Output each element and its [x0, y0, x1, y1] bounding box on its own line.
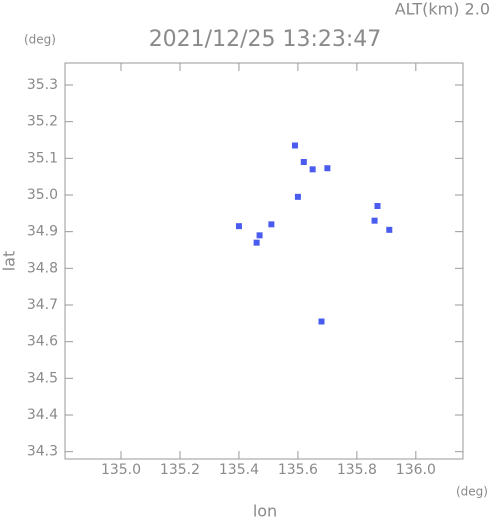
echo-cell: [318, 318, 325, 325]
echo-cell: [235, 223, 242, 230]
echo-cell: [294, 193, 301, 200]
y-tick-label: 34.3: [27, 444, 58, 460]
y-tick-label: 34.4: [27, 407, 58, 423]
x-axis-label: lon: [253, 502, 277, 521]
x-tick-label: 135.6: [278, 462, 318, 478]
echo-cell: [300, 159, 307, 165]
x-tick-label: 135.2: [160, 462, 200, 478]
y-tick-label: 34.9: [27, 224, 58, 240]
x-tick-label: 135.0: [101, 462, 141, 478]
y-tick-label: 35.3: [27, 77, 58, 93]
y-tick-label: 34.8: [27, 260, 58, 276]
x-tick-label: 135.4: [219, 462, 259, 478]
x-unit: (deg): [456, 485, 488, 499]
chart-title: 2021/12/25 13:23:47: [149, 27, 382, 52]
echo-cell: [256, 232, 263, 239]
echo-cell: [386, 226, 393, 233]
y-tick-label: 35.0: [27, 187, 58, 203]
plot-frame: [64, 62, 464, 460]
y-axis-label: lat: [0, 251, 19, 272]
y-tick-label: 34.7: [27, 297, 58, 313]
echo-cell: [253, 239, 260, 246]
x-tick-label: 135.8: [337, 462, 377, 478]
y-unit: (deg): [24, 33, 56, 47]
y-tick-label: 35.2: [27, 114, 58, 130]
echo-cell: [374, 203, 381, 209]
echo-cell: [371, 217, 378, 224]
echo-cell: [291, 142, 298, 149]
x-tick-label: 136.0: [396, 462, 436, 478]
echo-cell: [324, 165, 331, 172]
y-tick-label: 34.6: [27, 334, 58, 350]
echo-cell: [309, 166, 316, 173]
y-tick-label: 34.5: [27, 370, 58, 386]
altitude-label: ALT(km) 2.0: [395, 0, 490, 19]
y-tick-label: 35.1: [27, 150, 58, 166]
echo-cell: [268, 221, 275, 228]
